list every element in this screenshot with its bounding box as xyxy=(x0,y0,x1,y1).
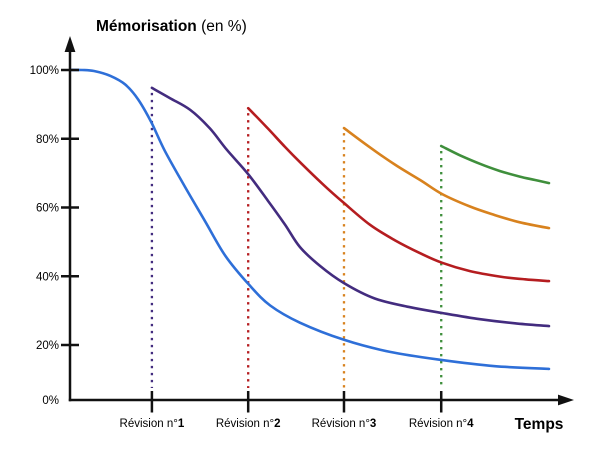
y-tick-label-40%: 40% xyxy=(36,271,59,283)
curve-after-revision-4 xyxy=(439,144,551,185)
y-tick-label-20%: 20% xyxy=(36,340,59,352)
y-tick-label-100%: 100% xyxy=(30,65,59,77)
memory-curves xyxy=(68,68,551,371)
y-tick-label-80%: 80% xyxy=(36,134,59,146)
revision-label-number: 3 xyxy=(370,418,376,430)
x-axis-arrowhead xyxy=(558,394,574,406)
revision-label-number: 4 xyxy=(467,418,474,430)
revision-dotted-lines xyxy=(150,92,443,388)
curve-after-revision-3 xyxy=(342,126,551,230)
curve-initial-forgetting-curve xyxy=(68,68,551,371)
curve-after-revision-2 xyxy=(246,106,551,283)
x-tick-label-revision-1: Révision n°1 xyxy=(120,418,185,430)
x-tick-label-revision-3: Révision n°3 xyxy=(312,418,377,430)
axes xyxy=(61,36,574,413)
revision-label-prefix: Révision n° xyxy=(216,418,274,430)
y-axis-arrowhead xyxy=(64,36,76,52)
revision-label-number: 1 xyxy=(178,418,185,430)
chart-title-bold: Mémorisation xyxy=(96,18,197,35)
chart-title-unit: (en %) xyxy=(201,18,247,35)
revision-label-prefix: Révision n° xyxy=(409,418,467,430)
x-tick-label-revision-2: Révision n°2 xyxy=(216,418,281,430)
curve-after-revision-1 xyxy=(150,86,551,328)
tick-labels: 100%80%60%40%20%0%Révision n°1 Révision n… xyxy=(30,65,475,430)
y-tick-label-60%: 60% xyxy=(36,203,59,215)
y-tick-label-0%: 0% xyxy=(42,395,59,407)
revision-label-prefix: Révision n° xyxy=(312,418,370,430)
revision-label-prefix: Révision n° xyxy=(120,418,178,430)
x-axis-label: Temps xyxy=(515,416,564,433)
x-tick-label-revision-4: Révision n°4 xyxy=(409,418,474,430)
revision-label-number: 2 xyxy=(274,418,280,430)
chart-title: Mémorisation (en %) xyxy=(96,18,247,35)
